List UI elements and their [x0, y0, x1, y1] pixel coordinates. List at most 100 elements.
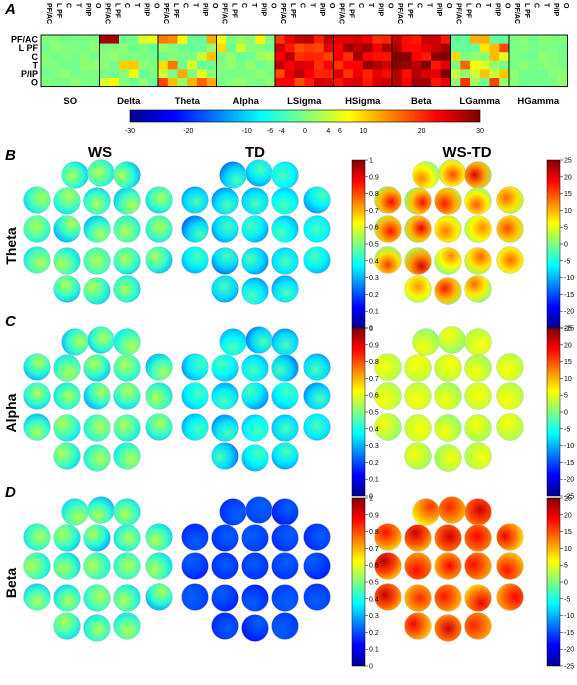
colorbar-diff-2-tick: 25: [564, 496, 572, 503]
heatmap-cell: [128, 69, 139, 79]
topo-circle: [145, 215, 173, 243]
heatmap-cell: [362, 52, 373, 62]
colorbar-diff-1-tick: 5: [564, 393, 568, 400]
heatmap-cell: [401, 78, 412, 87]
heatmap-cell: [557, 78, 568, 87]
heatmap-cell: [138, 60, 149, 70]
topo-circle: [87, 496, 115, 524]
heatmap-cell: [460, 60, 471, 70]
heatmap-cell: [50, 78, 61, 87]
colorbar-diff-2-tick: 20: [564, 512, 572, 519]
heatmap-cell: [557, 35, 568, 44]
topo-circle: [23, 552, 51, 580]
top-region-label: T: [74, 3, 81, 8]
heatmap-cell: [343, 60, 354, 70]
colorbar-ws-td-1: [351, 327, 366, 497]
heatmap-cell: [245, 43, 256, 53]
heatmap-cell: [528, 60, 539, 70]
topo-circle: [53, 612, 81, 640]
heatmap-cell: [421, 60, 432, 70]
topo-circle: [404, 247, 432, 275]
topo-circle: [53, 584, 81, 612]
heatmap-cell: [109, 52, 120, 62]
heatmap-cell: [99, 43, 110, 53]
heatmap-cell: [538, 52, 549, 62]
heatmap-cell: [294, 60, 305, 70]
colorbar-ws-td-0-tick: 0.2: [369, 292, 379, 299]
heatmap-cell: [489, 78, 500, 87]
heatmap-cell: [470, 60, 481, 70]
heatmap-cell: [236, 78, 247, 87]
topo-circle: [271, 354, 299, 382]
row-title-theta: Theta: [3, 227, 19, 265]
heatmap-cell: [99, 52, 110, 62]
topo-circle: [245, 159, 273, 187]
topo-circle: [496, 246, 524, 274]
topo-circle: [113, 215, 141, 243]
colorbar-diff-0-tick: -5: [564, 258, 570, 265]
top-region-label: P/IP: [377, 3, 384, 17]
top-region-label: C: [123, 3, 130, 8]
topo-circle: [241, 277, 269, 305]
heatmap-cell: [255, 43, 266, 53]
topo-circle: [271, 524, 299, 552]
top-region-label: O: [269, 3, 276, 9]
topo-circle: [219, 161, 247, 189]
heatmap-cell: [304, 69, 315, 79]
heatmap-cell: [284, 52, 295, 62]
heatmap-cell: [518, 78, 529, 87]
topo-circle: [404, 524, 432, 552]
colorbar-ws-td-2-tick: 0.8: [369, 529, 379, 536]
heatmap-cell: [450, 69, 461, 79]
heatmap-cell: [528, 78, 539, 87]
heatmap-cell: [197, 43, 208, 53]
topo-circle: [23, 382, 51, 410]
top-region-label: T: [367, 3, 374, 8]
region-label: O: [31, 78, 38, 88]
topo-circle: [211, 247, 239, 275]
colorbar-diff-1-tick: 0: [564, 410, 568, 417]
heatmap-cell: [392, 35, 403, 44]
topo-circle: [23, 186, 51, 214]
colorbar-ws-td-1-tick: 0.7: [369, 376, 379, 383]
colorbar-ws-td-2-tick: 0.9: [369, 512, 379, 519]
heatmap-cell: [128, 43, 139, 53]
heatmap-cell: [275, 69, 286, 79]
heatmap-cell: [440, 35, 451, 44]
topo-circle: [271, 247, 299, 275]
top-region-label: PF/AC: [338, 3, 345, 24]
heatmap-cell: [70, 43, 81, 53]
region-label: C: [32, 52, 39, 62]
heatmap-cell: [275, 43, 286, 53]
colorbar-ws-td-1-tick: 0.5: [369, 410, 379, 417]
topo-circle: [61, 161, 89, 189]
topo-circle: [404, 612, 432, 640]
topo-circle: [145, 353, 173, 381]
heatmap-cell: [99, 60, 110, 70]
heatmap-cell: [255, 78, 266, 87]
topo-circle: [241, 524, 269, 552]
heatmap-cell: [382, 43, 393, 53]
topo-circle: [404, 275, 432, 303]
heatmap-cell: [499, 69, 510, 79]
heatmap-cell: [323, 35, 334, 44]
topography-grid: [23, 159, 524, 642]
topo-circle: [145, 186, 173, 214]
heatmap-cell: [177, 52, 188, 62]
topo-circle: [412, 498, 440, 526]
heatmap-cell: [421, 52, 432, 62]
heatmap-cell: [255, 69, 266, 79]
colorbar-tick: -20: [183, 128, 193, 135]
topo-circle: [434, 552, 462, 580]
topo-circle: [464, 275, 492, 303]
top-region-label: L PF: [523, 3, 530, 19]
heatmap-cell: [226, 52, 237, 62]
topo-circle: [211, 524, 239, 552]
heatmap-cell: [421, 78, 432, 87]
colorbar-ws-td-0-tick: 0.1: [369, 309, 379, 316]
topo-circle: [241, 247, 269, 275]
colorbar-diff-2: [546, 497, 561, 667]
panel-a-colorbar: -30 -20 -10 -6 -4 0 4 6 10 20 30: [125, 109, 484, 135]
top-region-label: P/IP: [260, 3, 267, 17]
top-region-label: P/IP: [494, 3, 501, 17]
